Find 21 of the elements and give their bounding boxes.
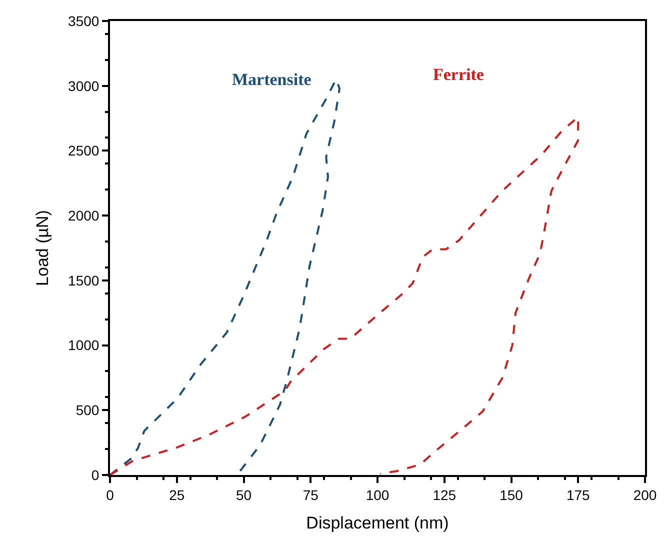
y-tick-label: 1500	[68, 272, 100, 288]
y-tick-label: 2000	[68, 207, 100, 224]
text: Ferrite	[433, 65, 484, 84]
y-tick-label: 3500	[68, 12, 100, 29]
x-tick-label: 75	[302, 486, 319, 503]
x-tick-label: 125	[432, 486, 456, 503]
series-label: Martensite	[232, 70, 312, 89]
x-axis-title: Displacement (nm)	[306, 514, 449, 533]
x-tick-label: 175	[566, 486, 590, 503]
y-tick-label: 500	[76, 402, 100, 418]
x-tick-label: 50	[236, 486, 252, 503]
x-tick-label: 0	[106, 486, 114, 503]
y-tick-label: 3000	[68, 78, 100, 94]
x-tick-label: 150	[500, 486, 524, 503]
y-tick-label: 1000	[68, 337, 100, 354]
y-tick-label: 0	[91, 466, 100, 483]
y-tick-label: 2500	[68, 142, 100, 159]
x-tick-label: 100	[366, 486, 390, 503]
y-axis-title: Load (µN)	[33, 210, 52, 286]
x-tick-label: 25	[169, 486, 185, 503]
x-tick-label: 200	[633, 486, 657, 503]
